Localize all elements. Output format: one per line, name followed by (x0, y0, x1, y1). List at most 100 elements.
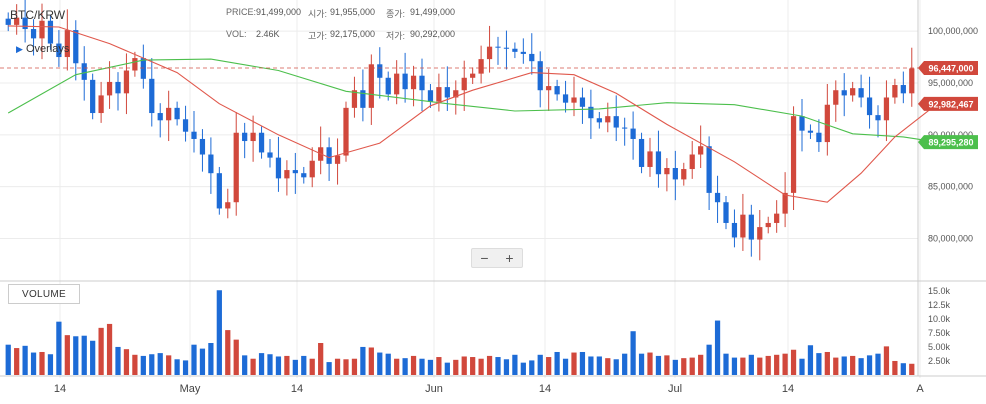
volume-bar (166, 355, 172, 375)
volume-bar (30, 352, 37, 375)
volume-bar (410, 355, 417, 375)
volume-bar (242, 355, 248, 375)
price-tick-label: 85,000,000 (928, 182, 973, 192)
candle-body (157, 113, 163, 121)
overlays-label: Overlays (25, 43, 70, 55)
volume-bar (334, 358, 341, 375)
candle-body (56, 43, 62, 58)
volume-bar (461, 356, 467, 375)
candle-body (478, 59, 484, 74)
candle-body (436, 87, 442, 102)
low-value: 90,292,000 (410, 29, 456, 39)
candle-body (562, 94, 569, 103)
volume-bar (98, 327, 104, 375)
volume-bar (149, 354, 155, 375)
zoom-in-button[interactable]: + (505, 250, 514, 266)
volume-bar (850, 355, 856, 375)
play-icon: ▶ (16, 44, 23, 54)
candle-body (605, 116, 611, 123)
candle-body (174, 107, 180, 120)
volume-bar (208, 343, 214, 375)
volume-bar (892, 360, 898, 375)
volume-tick-label: 15.0k (928, 286, 951, 296)
zoom-out-button[interactable]: − (480, 250, 489, 266)
candle-body (892, 85, 898, 98)
candle-body (309, 160, 315, 178)
volume-bar (858, 358, 864, 375)
volume-bar (225, 330, 231, 375)
volume-bar (419, 358, 425, 375)
candle-body (410, 75, 417, 90)
candle-body (731, 222, 738, 238)
volume-bar (748, 354, 754, 375)
volume-bar (883, 346, 890, 375)
volume-bar (326, 362, 332, 375)
price-tick-label: 90,000,000 (928, 130, 973, 140)
volume-bar (799, 358, 805, 375)
candle-body (81, 63, 87, 80)
candle-body (123, 70, 130, 94)
candle-body (132, 58, 138, 71)
volume-bar (157, 353, 163, 375)
volume-bar (402, 358, 408, 375)
volume-bar (638, 353, 645, 375)
volume-bar (284, 355, 290, 375)
candle-body (275, 157, 282, 179)
volume-bar (123, 349, 130, 375)
candle-body (233, 132, 239, 203)
volume-bar (562, 358, 569, 375)
volume-tick-label: 2.50k (928, 356, 951, 366)
high-label: 고가: (308, 31, 328, 41)
close-label: 종가: (386, 9, 406, 19)
price-label-box (918, 96, 978, 111)
candle-body (30, 29, 37, 39)
volume-bar (385, 353, 391, 375)
candle-body (571, 97, 577, 103)
volume-bar (613, 359, 619, 375)
volume-bar (140, 355, 146, 375)
candle-body (301, 173, 307, 178)
candle-body (714, 192, 721, 203)
candle-body (64, 30, 70, 58)
candle-body (850, 88, 856, 96)
vol-label: VOL: (226, 29, 247, 39)
candle-body (774, 213, 780, 223)
time-tick-label: 14 (782, 383, 794, 395)
volume-bar (22, 345, 28, 375)
volume-bar (503, 359, 510, 375)
volume-bar (630, 331, 636, 375)
candle-body (799, 116, 805, 131)
price-label-text: 89,295,280 (928, 138, 973, 148)
candle-body (470, 73, 476, 78)
price-value: 91,499,000 (256, 7, 302, 17)
candle-body (334, 155, 341, 164)
candle-body (875, 115, 881, 121)
price-label-box (918, 135, 978, 150)
candle-body (90, 79, 96, 114)
candle-body (537, 61, 543, 91)
price-tick-label: 95,000,000 (928, 78, 973, 88)
volume-bar (655, 355, 662, 375)
time-tick-label: 14 (54, 383, 66, 395)
candle-body (554, 86, 560, 95)
time-tick-label: May (180, 383, 201, 395)
candle-body (292, 170, 298, 174)
candle-body (351, 90, 358, 108)
overlays-toggle[interactable]: ▶ Overlays (16, 43, 69, 55)
candle-body (267, 152, 273, 158)
volume-bar (81, 335, 87, 375)
volume-bar (394, 358, 400, 375)
candle-body (807, 130, 814, 133)
volume-bar (115, 346, 121, 375)
ma-short-line (8, 25, 938, 203)
volume-tick-label: 7.50k (928, 328, 951, 338)
candle-body (242, 132, 248, 142)
candle-body (385, 77, 391, 95)
volume-tick-label: 10.0k (928, 314, 951, 324)
candle-body (883, 97, 890, 121)
volume-bar (174, 359, 180, 375)
volume-bar (689, 357, 695, 375)
candle-body (816, 132, 822, 143)
volume-bar (106, 323, 113, 375)
